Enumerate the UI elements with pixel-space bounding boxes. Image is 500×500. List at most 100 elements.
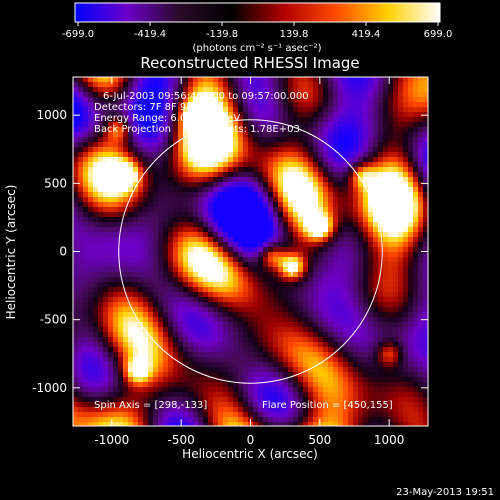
heatmap-cell: [238, 307, 243, 312]
heatmap-cell: [208, 377, 213, 382]
heatmap-cell: [258, 387, 263, 392]
heatmap-cell: [138, 417, 143, 422]
heatmap-cell: [358, 392, 363, 397]
heatmap-cell: [93, 232, 98, 237]
heatmap-cell: [93, 392, 98, 397]
heatmap-cell: [88, 387, 93, 392]
heatmap-cell: [138, 197, 143, 202]
heatmap-cell: [108, 357, 113, 362]
heatmap-cell: [83, 132, 88, 137]
heatmap-cell: [133, 387, 138, 392]
heatmap-cell: [133, 397, 138, 402]
heatmap-cell: [383, 297, 388, 302]
heatmap-cell: [208, 282, 213, 287]
heatmap-cell: [228, 147, 233, 152]
heatmap-cell: [408, 317, 413, 322]
heatmap-cell: [378, 102, 383, 107]
heatmap-cell: [163, 407, 168, 412]
heatmap-cell: [313, 307, 318, 312]
heatmap-cell: [228, 187, 233, 192]
heatmap-cell: [368, 162, 373, 167]
heatmap-cell: [193, 367, 198, 372]
heatmap-cell: [313, 242, 318, 247]
heatmap-cell: [213, 187, 218, 192]
heatmap-cell: [398, 332, 403, 337]
heatmap-cell: [373, 177, 378, 182]
heatmap-cell: [173, 352, 178, 357]
heatmap-cell: [118, 332, 123, 337]
heatmap-cell: [173, 107, 178, 112]
heatmap-cell: [103, 197, 108, 202]
heatmap-cell: [203, 77, 208, 82]
heatmap-cell: [213, 332, 218, 337]
heatmap-cell: [93, 387, 98, 392]
heatmap-cell: [403, 252, 408, 257]
heatmap-cell: [193, 177, 198, 182]
heatmap-cell: [228, 372, 233, 377]
heatmap-cell: [158, 417, 163, 422]
heatmap-cell: [383, 167, 388, 172]
heatmap-cell: [148, 207, 153, 212]
heatmap-cell: [248, 237, 253, 242]
heatmap-cell: [358, 237, 363, 242]
heatmap-cell: [258, 357, 263, 362]
heatmap-cell: [88, 282, 93, 287]
heatmap-cell: [258, 252, 263, 257]
heatmap-cell: [158, 197, 163, 202]
heatmap-cell: [318, 367, 323, 372]
heatmap-cell: [153, 292, 158, 297]
heatmap-cell: [353, 167, 358, 172]
heatmap-cell: [388, 157, 393, 162]
heatmap-cell: [308, 297, 313, 302]
heatmap-cell: [423, 152, 428, 157]
heatmap-cell: [318, 392, 323, 397]
heatmap-cell: [153, 282, 158, 287]
heatmap-cell: [348, 122, 353, 127]
heatmap-cell: [173, 212, 178, 217]
heatmap-cell: [108, 242, 113, 247]
heatmap-cell: [258, 297, 263, 302]
heatmap-cell: [358, 242, 363, 247]
heatmap-cell: [83, 202, 88, 207]
heatmap-cell: [403, 417, 408, 422]
heatmap-cell: [133, 142, 138, 147]
heatmap-cell: [113, 322, 118, 327]
heatmap-cell: [338, 417, 343, 422]
heatmap-cell: [413, 147, 418, 152]
heatmap-cell: [393, 142, 398, 147]
heatmap-cell: [333, 77, 338, 82]
heatmap-cell: [168, 402, 173, 407]
heatmap-cell: [148, 217, 153, 222]
heatmap-cell: [183, 227, 188, 232]
heatmap-cell: [118, 337, 123, 342]
heatmap-cell: [313, 312, 318, 317]
heatmap-cell: [368, 102, 373, 107]
heatmap-cell: [203, 382, 208, 387]
colorbar-tick-label: 139.8: [280, 29, 309, 40]
heatmap-cell: [163, 232, 168, 237]
heatmap-cell: [123, 412, 128, 417]
heatmap-cell: [78, 342, 83, 347]
heatmap-cell: [288, 127, 293, 132]
heatmap-cell: [243, 277, 248, 282]
heatmap-cell: [128, 187, 133, 192]
heatmap-cell: [308, 422, 313, 426]
heatmap-cell: [228, 412, 233, 417]
heatmap-cell: [138, 132, 143, 137]
heatmap-cell: [283, 217, 288, 222]
heatmap-cell: [413, 372, 418, 377]
heatmap-cell: [313, 197, 318, 202]
heatmap-cell: [153, 287, 158, 292]
heatmap-cell: [183, 117, 188, 122]
heatmap-cell: [283, 157, 288, 162]
heatmap-cell: [218, 397, 223, 402]
heatmap-cell: [333, 122, 338, 127]
heatmap-cell: [413, 377, 418, 382]
heatmap-cell: [338, 182, 343, 187]
heatmap-cell: [348, 357, 353, 362]
heatmap-cell: [308, 257, 313, 262]
heatmap-cell: [148, 162, 153, 167]
heatmap-cell: [143, 242, 148, 247]
heatmap-cell: [108, 352, 113, 357]
heatmap-cell: [423, 287, 428, 292]
